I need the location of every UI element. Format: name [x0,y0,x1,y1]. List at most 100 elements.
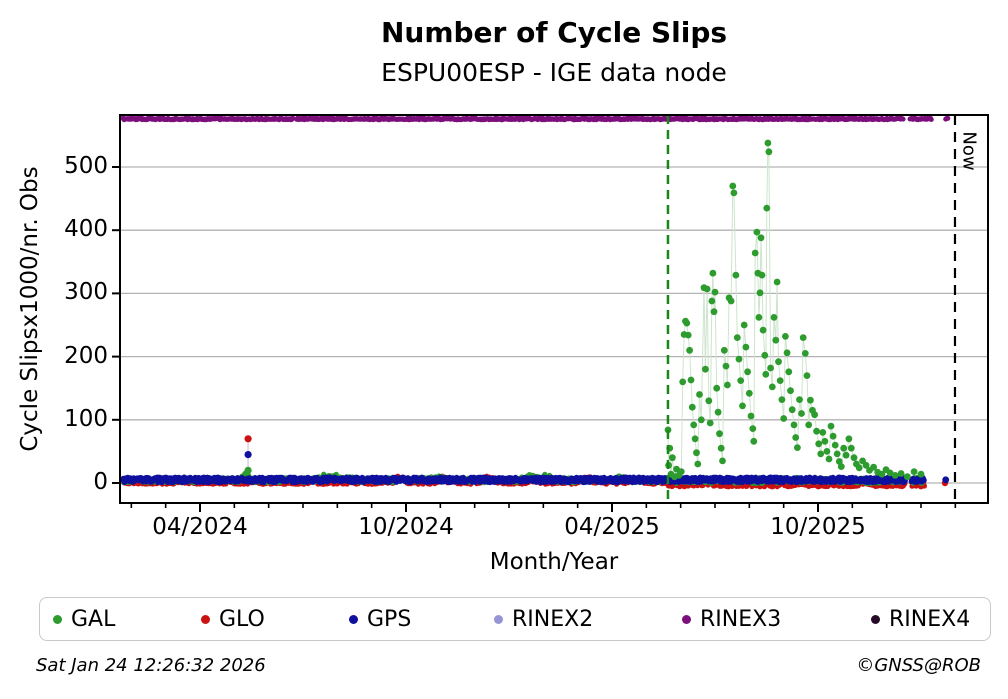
gal-point [703,285,711,293]
gal-point [778,396,786,403]
legend-marker-rinex4-icon [871,614,880,624]
legend-item-glo: GLO [201,598,265,640]
gal-point [745,389,753,397]
gal-point [730,189,738,197]
gal-point [799,334,807,341]
gal-point [807,396,814,404]
gal-point [847,444,855,452]
gal-point [776,377,784,384]
spike-gps [244,451,252,459]
legend-item-rinex2: RINEX2 [494,598,593,640]
plot-spines [119,114,989,504]
gal-point [780,415,788,422]
gps-point [921,477,927,484]
gal-point [817,450,825,458]
gal-point [744,368,751,376]
gal-point [768,383,776,391]
legend-label-rinex3: RINEX3 [700,606,782,632]
gal-point [686,346,693,354]
rinex3-point [928,117,934,122]
y-tick-label-400: 400 [64,216,108,243]
gal-point [775,358,782,366]
gal-point [767,364,774,372]
gal-point [717,444,725,452]
gal-point [801,350,809,357]
gal-point [761,351,769,359]
gal-point [798,410,805,417]
gal-point [713,384,721,392]
y-tick-label-500: 500 [64,153,108,179]
gal-point [755,314,763,321]
x-axis-label: Month/Year [489,549,619,575]
rinex3-point [900,116,906,122]
gal-point [716,430,723,438]
legend: GAL GLO GPS RINEX2 RINEX3 RINEX4 [39,597,991,641]
gps-point [942,476,950,484]
gal-point [811,411,818,419]
gal-point [903,473,911,481]
gal-point [787,387,794,395]
legend-label-rinex2: RINEX2 [512,606,594,632]
gal-point [757,234,765,242]
gal-point [910,468,918,475]
gal-point [693,449,700,457]
legend-label-glo: GLO [219,606,265,632]
gal-point [782,333,789,340]
gal-point [815,440,823,448]
gal-point [842,451,850,459]
gal-point [819,429,827,436]
gal-point [770,314,778,321]
chart-title: Number of Cycle Slips [380,16,728,49]
y-tick-label-300: 300 [64,279,108,306]
now-annotation-label: Now [958,131,980,171]
gal-point [683,319,691,327]
gal-point [764,139,772,147]
legend-marker-rinex3-icon [682,614,691,624]
gal-point [709,269,717,277]
gal-point [735,355,743,363]
gal-point [788,406,796,414]
gal-point [796,396,803,403]
gal-point [827,422,835,430]
gal-point [825,455,833,463]
gal-point [758,271,766,279]
gal-point [855,464,863,472]
gal-point [756,289,764,297]
spike-glo [244,435,252,443]
gal-point [821,437,829,445]
gal-point [714,408,722,416]
gal-point [732,271,740,279]
gal-point [840,444,848,452]
gal-point [765,148,773,156]
gal-point [803,372,811,379]
gal-point [710,308,718,316]
legend-marker-gps-icon [349,614,358,624]
gal-point [719,457,726,465]
x-tick-label-04-2025: 04/2025 [564,514,660,540]
rinex3-point [945,115,951,121]
y-tick-label-100: 100 [64,405,108,432]
gal-point [790,421,798,429]
gal-point [688,403,696,411]
x-tick-label-04-2024: 04/2024 [152,514,248,540]
gal-point [917,470,925,478]
gal-point [727,297,735,305]
gal-point [783,349,791,357]
gal-point [724,381,731,389]
gal-point [823,448,831,455]
gal-point [669,454,676,462]
gal-point [729,182,737,190]
gal-point [794,444,801,451]
gal-point [829,432,837,440]
gal-point [792,434,800,441]
legend-item-rinex4: RINEX4 [871,598,970,640]
gal-point [833,450,841,458]
legend-marker-rinex2-icon [494,614,503,624]
y-tick-label-200: 200 [64,342,108,369]
gal-point [845,435,853,443]
gal-point [753,228,761,236]
gal-point [750,437,758,445]
legend-item-gal: GAL [53,598,115,640]
gal-point [694,460,702,468]
